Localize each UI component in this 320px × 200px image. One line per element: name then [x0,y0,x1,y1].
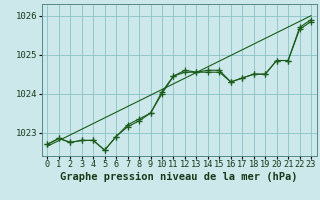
X-axis label: Graphe pression niveau de la mer (hPa): Graphe pression niveau de la mer (hPa) [60,172,298,182]
